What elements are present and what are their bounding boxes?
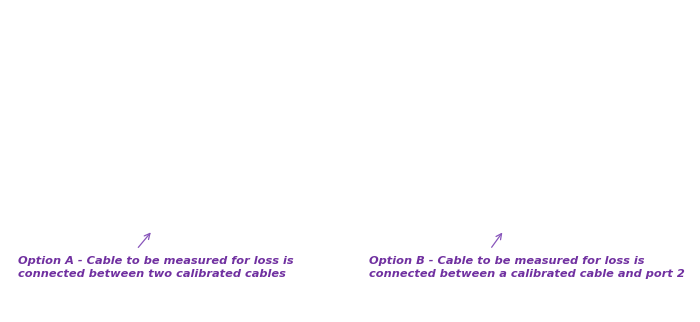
Text: Option A - Cable to be measured for loss is
connected between two calibrated cab: Option A - Cable to be measured for loss… <box>18 256 293 279</box>
Text: Option B - Cable to be measured for loss is
connected between a calibrated cable: Option B - Cable to be measured for loss… <box>369 256 685 279</box>
